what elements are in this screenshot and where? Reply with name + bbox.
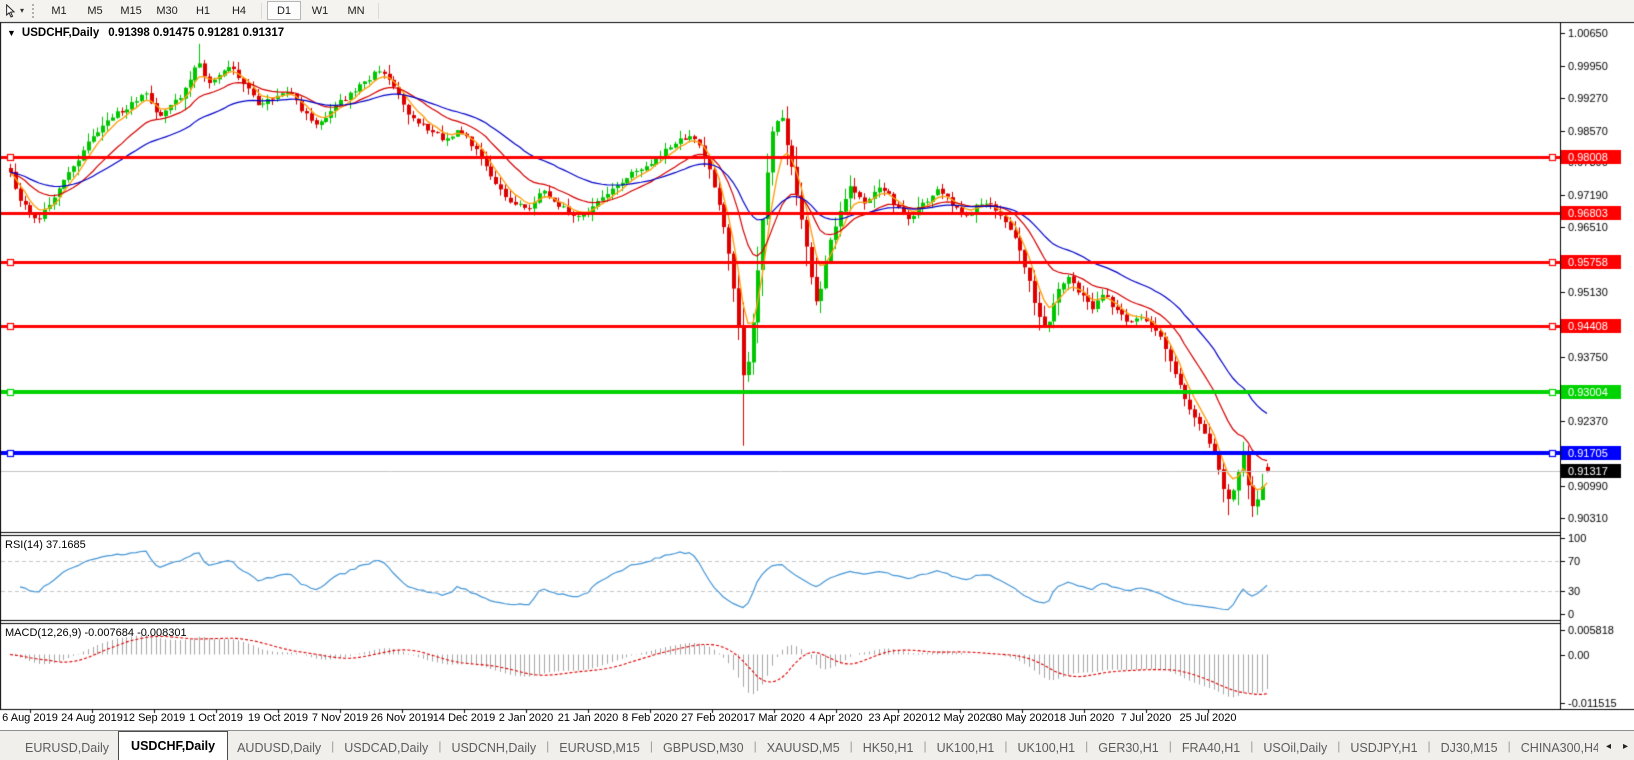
- chart-tab-china300-h4[interactable]: CHINA300,H4: [1520, 740, 1600, 755]
- tab-separator: |: [753, 738, 757, 753]
- macd-indicator-label: MACD(12,26,9) -0.007684 -0.008301: [5, 627, 187, 639]
- timeframe-button-group: M1 M5 M15 M30 H1 H4 D1 W1 MN: [41, 1, 383, 20]
- tab-scroll-left-icon[interactable]: ◂: [1605, 741, 1611, 752]
- date-tick-label: 14 Dec 2019: [432, 712, 496, 724]
- chart-tab-audusd-daily[interactable]: AUDUSD,Daily: [237, 740, 322, 755]
- tab-separator: |: [1004, 738, 1008, 753]
- chart-tab-usdchf-daily[interactable]: USDCHF,Daily: [118, 731, 229, 760]
- timeframe-button-h1[interactable]: H1: [195, 4, 211, 17]
- date-tick-label: 27 Feb 2020: [681, 712, 743, 724]
- chart-tab-hk50-h1[interactable]: HK50,H1: [862, 740, 914, 755]
- chart-tabs: EURUSD,Daily USDCHF,Daily AUDUSD,Daily | USD…: [16, 731, 1634, 760]
- date-tick-label: 30 May 2020: [990, 712, 1054, 724]
- date-tick-label: 12 Sep 2019: [122, 712, 186, 724]
- date-tick-label: 12 May 2020: [928, 712, 992, 724]
- chart-tab-xauusd-m5[interactable]: XAUUSD,M5: [766, 740, 840, 755]
- timeframe-button-m5[interactable]: M5: [87, 4, 103, 17]
- timeframe-button-h4[interactable]: H4: [231, 4, 247, 17]
- timeframe-button-mn[interactable]: MN: [347, 4, 365, 17]
- date-tick-label: 19 Oct 2019: [248, 712, 308, 724]
- chart-tab-eurusd-daily[interactable]: EURUSD,Daily: [25, 740, 110, 755]
- date-tick-label: 23 Apr 2020: [868, 712, 928, 724]
- tab-separator: |: [1337, 738, 1341, 753]
- chart-tab-usdcnh-daily[interactable]: USDCNH,Daily: [451, 740, 537, 755]
- price-axis[interactable]: [1560, 22, 1634, 710]
- chart-tab-uk100-h1[interactable]: UK100,H1: [1017, 740, 1076, 755]
- chart-tab-bar: EURUSD,Daily USDCHF,Daily AUDUSD,Daily | USD…: [0, 730, 1634, 760]
- tab-separator: |: [546, 738, 550, 753]
- date-tick-label: 18 Jun 2020: [1053, 712, 1115, 724]
- cursor-tool-button[interactable]: ▾: [4, 3, 25, 18]
- rsi-indicator-label: RSI(14) 37.1685: [5, 539, 86, 551]
- date-tick-label: 7 Nov 2019: [311, 712, 369, 724]
- tab-separator: |: [1507, 738, 1511, 753]
- cursor-tool-caret-icon[interactable]: ▾: [20, 6, 25, 15]
- chart-tab-usoil-daily[interactable]: USOil,Daily: [1263, 740, 1328, 755]
- tab-separator: |: [649, 738, 653, 753]
- chart-tab-usdjpy-h1[interactable]: USDJPY,H1: [1350, 740, 1418, 755]
- chart-tab-ger30-h1[interactable]: GER30,H1: [1098, 740, 1159, 755]
- chart-tab-eurusd-m15[interactable]: EURUSD,M15: [559, 740, 640, 755]
- chart-tab-usdcad-daily[interactable]: USDCAD,Daily: [344, 740, 429, 755]
- date-tick-label: 7 Jul 2020: [1120, 712, 1172, 724]
- date-tick-label: 25 Jul 2020: [1179, 712, 1237, 724]
- chart-symbol-label: USDCHF,Daily: [21, 27, 100, 39]
- date-tick-label: 4 Apr 2020: [809, 712, 863, 724]
- date-tick-label: 24 Aug 2019: [61, 712, 123, 724]
- tab-separator: |: [438, 738, 442, 753]
- chart-tab-fra40-h1[interactable]: FRA40,H1: [1181, 740, 1241, 755]
- date-tick-label: 2 Jan 2020: [498, 712, 554, 724]
- date-tick-label: 1 Oct 2019: [189, 712, 243, 724]
- tab-separator: |: [331, 738, 335, 753]
- price-pane[interactable]: [0, 22, 1560, 532]
- chart-ohlc-values: 0.91398 0.91475 0.91281 0.91317: [108, 27, 285, 39]
- cursor-icon: [6, 3, 16, 18]
- date-tick-label: 21 Jan 2020: [557, 712, 619, 724]
- chart-dropdown-icon[interactable]: ▼: [7, 28, 16, 38]
- date-tick-label: 17 Mar 2020: [743, 712, 805, 724]
- date-axis: 6 Aug 2019 24 Aug 2019 12 Sep 2019 1 Oct 20…: [0, 712, 1560, 728]
- tab-separator: |: [1085, 738, 1089, 753]
- chart-title: ▼ USDCHF,Daily 0.91398 0.91475 0.91281 0…: [7, 27, 284, 39]
- tab-separator: |: [1250, 738, 1254, 753]
- chart-tab-dj30-m15[interactable]: DJ30,M15: [1440, 740, 1498, 755]
- tab-separator: |: [849, 738, 853, 753]
- toolbar-separator: [261, 2, 263, 19]
- date-tick-label: 26 Nov 2019: [370, 712, 434, 724]
- timeframe-button-m1[interactable]: M1: [51, 4, 67, 17]
- chart-tab-uk100-h1[interactable]: UK100,H1: [936, 740, 995, 755]
- tab-scroll-right-icon[interactable]: ▸: [1622, 741, 1628, 752]
- chart-tab-gbpusd-m30[interactable]: GBPUSD,M30: [663, 740, 744, 755]
- toolbar-grip[interactable]: [32, 3, 35, 18]
- timeframe-button-m15[interactable]: M15: [120, 4, 142, 17]
- tab-separator: |: [1427, 738, 1431, 753]
- date-tick-label: 8 Feb 2020: [622, 712, 678, 724]
- rsi-pane[interactable]: [0, 536, 1560, 620]
- timeframe-button-m30[interactable]: M30: [156, 4, 178, 17]
- date-tick-label: 6 Aug 2019: [2, 712, 58, 724]
- tab-scroll-controls: ◂ ▸: [1597, 732, 1634, 760]
- macd-pane[interactable]: [0, 624, 1560, 708]
- tab-separator: |: [923, 738, 927, 753]
- toolbar: ▾ M1 M5 M15 M30 H1 H4 D1 W1 MN: [0, 0, 1634, 21]
- toolbar-separator: [378, 2, 380, 19]
- tab-separator: |: [1168, 738, 1172, 753]
- timeframe-button-w1[interactable]: W1: [311, 4, 329, 17]
- timeframe-button-d1[interactable]: D1: [267, 1, 302, 20]
